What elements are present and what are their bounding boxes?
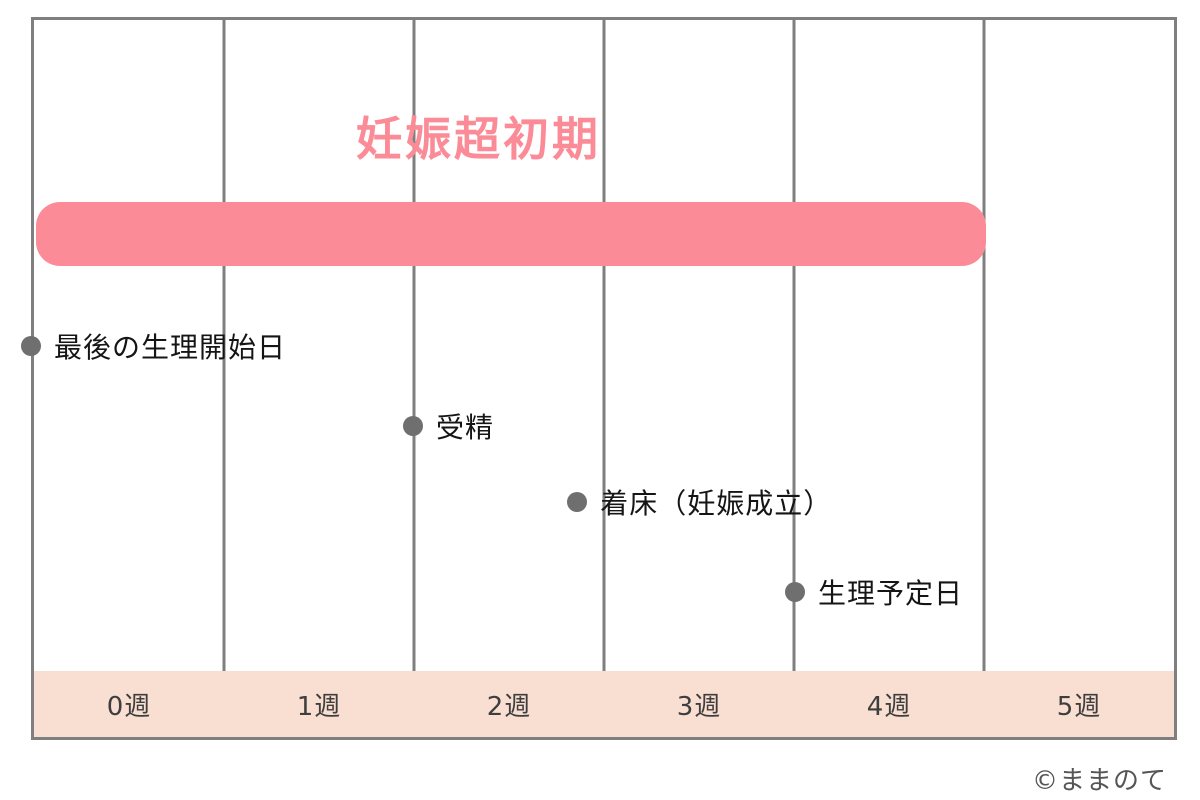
event-label: 生理予定日: [818, 577, 964, 610]
event-implantation: 着床（妊娠成立）: [567, 481, 832, 523]
early-pregnancy-span-bar: [36, 202, 986, 266]
axis-label-week-2: 2週: [486, 691, 532, 722]
event-label: 受精: [436, 411, 495, 444]
chart-title: 妊娠超初期: [356, 112, 601, 166]
gridline-week-1: [222, 20, 226, 737]
event-dot: [567, 492, 588, 512]
gridline-week-3: [602, 20, 606, 737]
event-label: 着床（妊娠成立）: [600, 487, 833, 520]
event-expected-period: 生理予定日: [785, 571, 963, 613]
gridline-week-2: [412, 20, 416, 737]
event-fertilization: 受精: [403, 405, 494, 447]
gridline-week-4: [792, 20, 796, 737]
event-label: 最後の生理開始日: [54, 331, 287, 364]
gridline-week-5: [982, 20, 986, 737]
timeline-chart-frame: 0週 1週 2週 3週 4週 5週: [31, 17, 1177, 740]
axis-label-week-4: 4週: [866, 691, 912, 722]
event-dot: [403, 416, 423, 436]
axis-label-week-5: 5週: [1056, 691, 1102, 722]
axis-label-week-1: 1週: [296, 691, 342, 722]
copyright-credit: ©ままのて: [1031, 766, 1167, 796]
axis-label-week-0: 0週: [106, 691, 152, 722]
axis-label-week-3: 3週: [676, 691, 722, 722]
event-last-period-start: 最後の生理開始日: [21, 325, 286, 367]
event-dot: [21, 336, 41, 356]
week-axis-band: 0週 1週 2週 3週 4週 5週: [34, 671, 1174, 737]
event-dot: [785, 582, 805, 602]
